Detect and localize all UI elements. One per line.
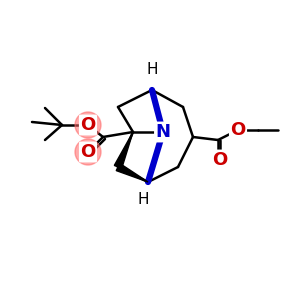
Text: N: N [155, 123, 170, 141]
Text: O: O [230, 121, 246, 139]
Circle shape [75, 112, 101, 138]
Polygon shape [114, 132, 133, 169]
Text: H: H [137, 193, 149, 208]
Text: H: H [146, 62, 158, 77]
Text: O: O [212, 151, 228, 169]
Polygon shape [116, 164, 148, 182]
Circle shape [75, 139, 101, 165]
Text: O: O [80, 143, 96, 161]
Text: O: O [80, 116, 96, 134]
